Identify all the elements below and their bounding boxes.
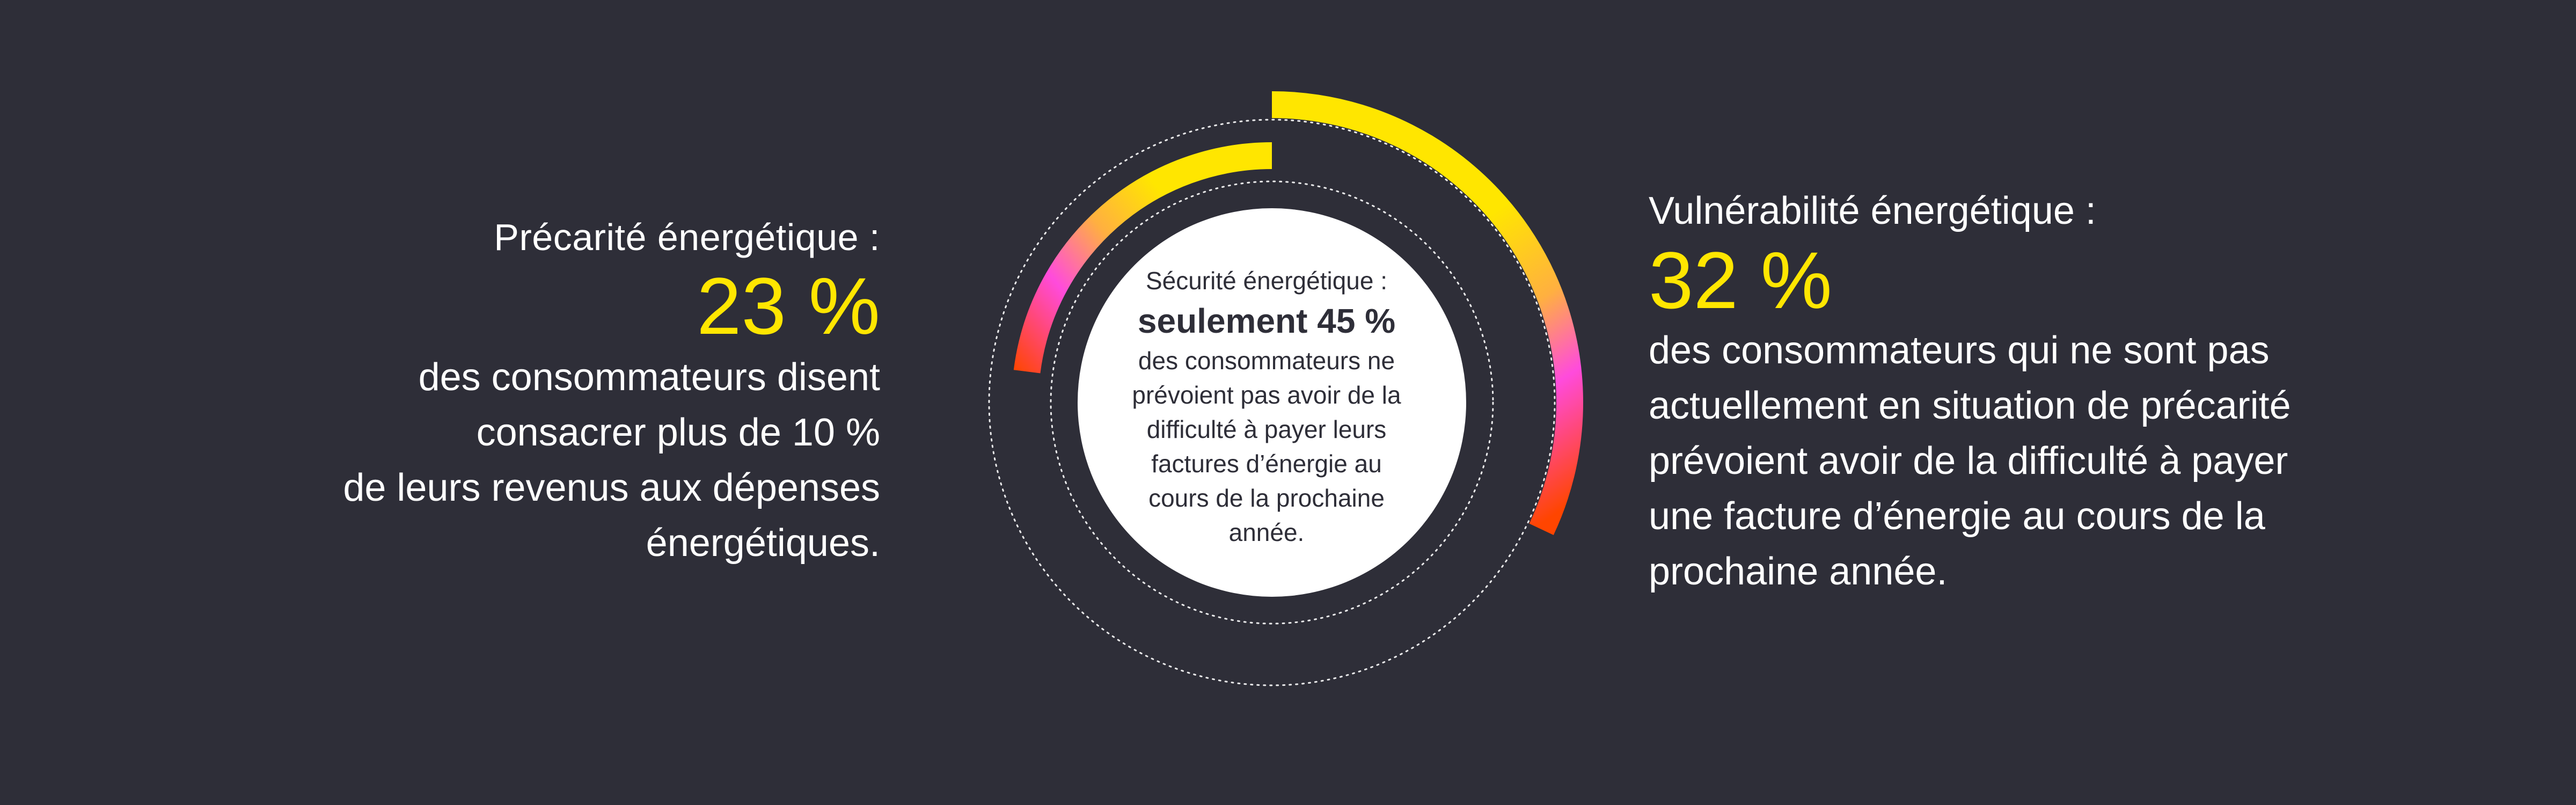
energy-security-title: Sécurité énergétique :: [1145, 267, 1388, 295]
outer-dotted-ring: [988, 119, 1556, 686]
energy-poverty-stat: 23 %: [697, 261, 880, 351]
energy-poverty-description: des consommateurs disent consacrer plus …: [182, 350, 880, 571]
center-disc: [1078, 208, 1466, 597]
description-line: de leurs revenus aux dépenses: [343, 466, 880, 509]
energy-security-stat: seulement 45 %: [1137, 301, 1396, 340]
energy-security-block: Sécurité énergétique : seulement 45 % de…: [1079, 220, 1454, 596]
description-line: des consommateurs ne: [1138, 346, 1395, 375]
energy-vulnerability-title: Vulnérabilité énergétique :: [1649, 189, 2096, 232]
description-line: difficulté à payer leurs: [1146, 415, 1387, 443]
description-line: consacrer plus de 10 %: [476, 411, 880, 454]
inner-dotted-ring: [1050, 180, 1494, 625]
description-line: énergétiques.: [646, 521, 880, 565]
energy-security-description: des consommateurs ne prévoient pas avoir…: [1116, 343, 1417, 550]
energy-poverty-title: Précarité énergétique :: [494, 216, 880, 258]
description-line: prévoient avoir de la difficulté à payer: [1649, 439, 2288, 482]
energy-vulnerability-block: Vulnérabilité énergétique : 32 % des con…: [1649, 188, 2400, 599]
description-line: cours de la prochaine: [1148, 484, 1385, 512]
description-line: des consommateurs qui ne sont pas: [1649, 328, 2270, 372]
energy-poverty-block: Précarité énergétique : 23 % des consomm…: [182, 215, 880, 571]
description-line: année.: [1228, 518, 1305, 546]
description-line: des consommateurs disent: [418, 355, 880, 399]
precarity-arc: [1013, 142, 1272, 374]
radial-chart: [988, 91, 1583, 686]
description-line: prévoient pas avoir de la: [1132, 380, 1401, 409]
energy-vulnerability-description: des consommateurs qui ne sont pas actuel…: [1649, 323, 2400, 599]
energy-vulnerability-stat: 32 %: [1649, 235, 1832, 326]
description-line: factures d’énergie au: [1151, 449, 1382, 478]
description-line: actuellement en situation de précarité: [1649, 384, 2291, 427]
description-line: une facture d’énergie au cours de la: [1649, 494, 2265, 538]
vulnerability-arc: [1271, 91, 1583, 535]
description-line: prochaine année.: [1649, 550, 1948, 593]
